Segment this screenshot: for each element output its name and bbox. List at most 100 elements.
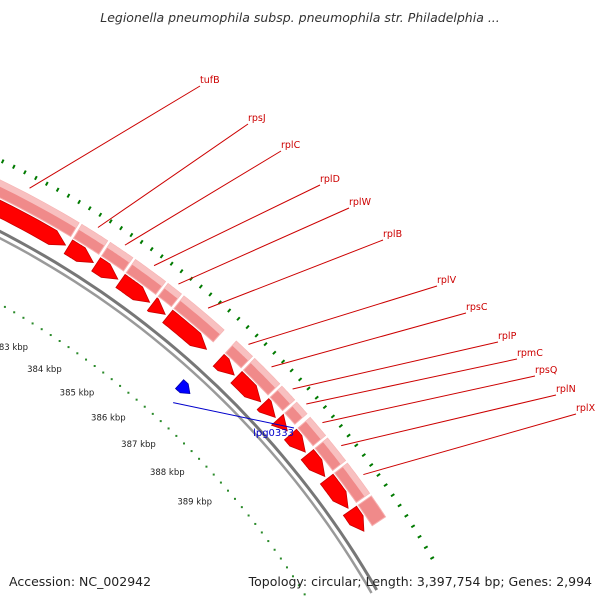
tick-inner — [119, 384, 122, 387]
leader-line — [124, 150, 282, 246]
gene-label-rpsC[interactable]: rpsC — [466, 302, 488, 313]
tick-outer — [66, 193, 71, 199]
tick-inner — [190, 450, 193, 453]
tick-outer — [208, 292, 213, 297]
tick-outer — [338, 423, 343, 428]
tick-outer — [44, 181, 49, 187]
gene-label-rpsJ[interactable]: rpsJ — [248, 113, 266, 124]
gene-arrow-tufB[interactable] — [0, 184, 67, 246]
highlight-gene-group[interactable] — [174, 379, 191, 395]
gene-arrow-rplX[interactable] — [319, 473, 349, 509]
gene-band-rpsQ — [297, 416, 327, 447]
tick-outer — [322, 404, 328, 410]
tick-outer — [368, 462, 374, 467]
map-title: Legionella pneumophila subsp. pneumophil… — [100, 10, 500, 25]
tick-outer — [280, 359, 286, 364]
gene-arrows[interactable] — [0, 184, 365, 532]
ruler-label: 389 kbp — [177, 497, 212, 507]
highlight-gene-arrow[interactable] — [174, 379, 191, 395]
tick-outer — [129, 232, 134, 238]
highlight-gene-label[interactable]: lpg0333 — [253, 428, 294, 439]
gene-band-highlight — [250, 358, 280, 388]
tick-inner — [183, 442, 186, 445]
gene-arrow-rplD[interactable] — [115, 273, 151, 303]
gene-label-rplW[interactable]: rplW — [349, 197, 372, 208]
gene-band-highlight — [180, 296, 224, 335]
tick-inner — [31, 322, 34, 325]
tick-outer — [236, 316, 241, 321]
gene-label-rplC[interactable]: rplC — [281, 140, 301, 151]
tick-outer — [198, 284, 203, 289]
gene-label-rplP[interactable]: rplP — [498, 331, 517, 342]
tick-inner — [110, 378, 113, 381]
tick-inner — [297, 584, 300, 587]
leader-line — [341, 394, 557, 447]
outer-tick-row — [0, 159, 435, 560]
leader-line — [271, 312, 467, 368]
tick-outer — [98, 212, 103, 218]
tick-outer — [314, 395, 319, 400]
tick-outer — [306, 386, 311, 391]
leader-line — [178, 207, 350, 285]
gene-label-rpmC[interactable]: rpmC — [517, 348, 543, 359]
gene-arrow-rpmC[interactable] — [270, 413, 288, 432]
gene-label-rplN[interactable]: rplN — [556, 384, 576, 395]
gene-band-rplV — [224, 340, 254, 369]
tick-outer — [429, 556, 435, 560]
gene-label-rplV[interactable]: rplV — [437, 275, 457, 286]
inner-tick-row — [3, 305, 306, 596]
tick-outer — [397, 503, 402, 508]
gene-arrow-rplC[interactable] — [91, 257, 119, 280]
tick-outer — [169, 261, 174, 266]
tick-inner — [67, 346, 70, 349]
ruler-label: 388 kbp — [150, 468, 185, 478]
gene-label-rplX[interactable]: rplX — [576, 403, 596, 414]
gene-band-unlabeled — [357, 495, 387, 527]
tick-inner — [58, 340, 61, 343]
leader-line — [97, 123, 249, 228]
ruler-label: 384 kbp — [27, 365, 62, 375]
tick-outer — [119, 225, 124, 231]
tick-outer — [390, 493, 395, 498]
tick-outer — [423, 545, 429, 550]
gene-arrow-rplP[interactable] — [256, 397, 276, 419]
tick-outer — [12, 164, 16, 170]
gene-band-highlight — [342, 463, 370, 497]
tick-outer — [139, 239, 144, 245]
leader-line — [292, 341, 499, 390]
backbone-line-inner — [0, 236, 373, 594]
gene-arrow-unlabeled[interactable] — [342, 505, 365, 532]
gene-label-rplD[interactable]: rplD — [320, 174, 340, 185]
tick-outer — [272, 350, 277, 355]
tick-outer — [417, 534, 422, 539]
ruler-label: 386 kbp — [91, 413, 126, 423]
gene-arrow-rplB[interactable] — [162, 309, 208, 350]
tick-outer — [376, 472, 381, 477]
accession-text: Accession: NC_002942 — [9, 574, 152, 589]
tick-inner — [285, 566, 288, 569]
gene-arrow-rplV[interactable] — [212, 353, 235, 376]
gene-arrow-rplN[interactable] — [300, 449, 326, 478]
gene-arrow-rpsQ[interactable] — [283, 428, 306, 453]
tick-outer — [149, 246, 154, 252]
leader-line — [248, 285, 438, 345]
gene-arrow-rplW[interactable] — [146, 297, 166, 315]
gene-arrow-rpsJ[interactable] — [63, 239, 95, 263]
gene-label-tufB[interactable]: tufB — [200, 75, 220, 86]
tick-outer — [23, 170, 27, 175]
gene-band-highlight — [322, 438, 346, 465]
gene-band-highlight — [232, 341, 253, 361]
tick-outer — [179, 269, 184, 274]
tick-outer — [263, 341, 268, 347]
tick-inner — [273, 548, 276, 551]
gene-label-rpsQ[interactable]: rpsQ — [535, 365, 557, 376]
gene-label-rplB[interactable]: rplB — [383, 229, 402, 240]
tick-inner — [151, 412, 154, 415]
gene-band-highlight — [107, 242, 133, 263]
tick-outer — [108, 219, 113, 224]
gene-labels[interactable]: tufB rpsJ rplC rplD rplW rplB rplV rpsC rplPrpmC… — [200, 75, 596, 439]
gene-arrow-rpsC[interactable] — [230, 370, 262, 403]
label-leaders — [29, 85, 577, 476]
tick-inner — [13, 311, 16, 314]
